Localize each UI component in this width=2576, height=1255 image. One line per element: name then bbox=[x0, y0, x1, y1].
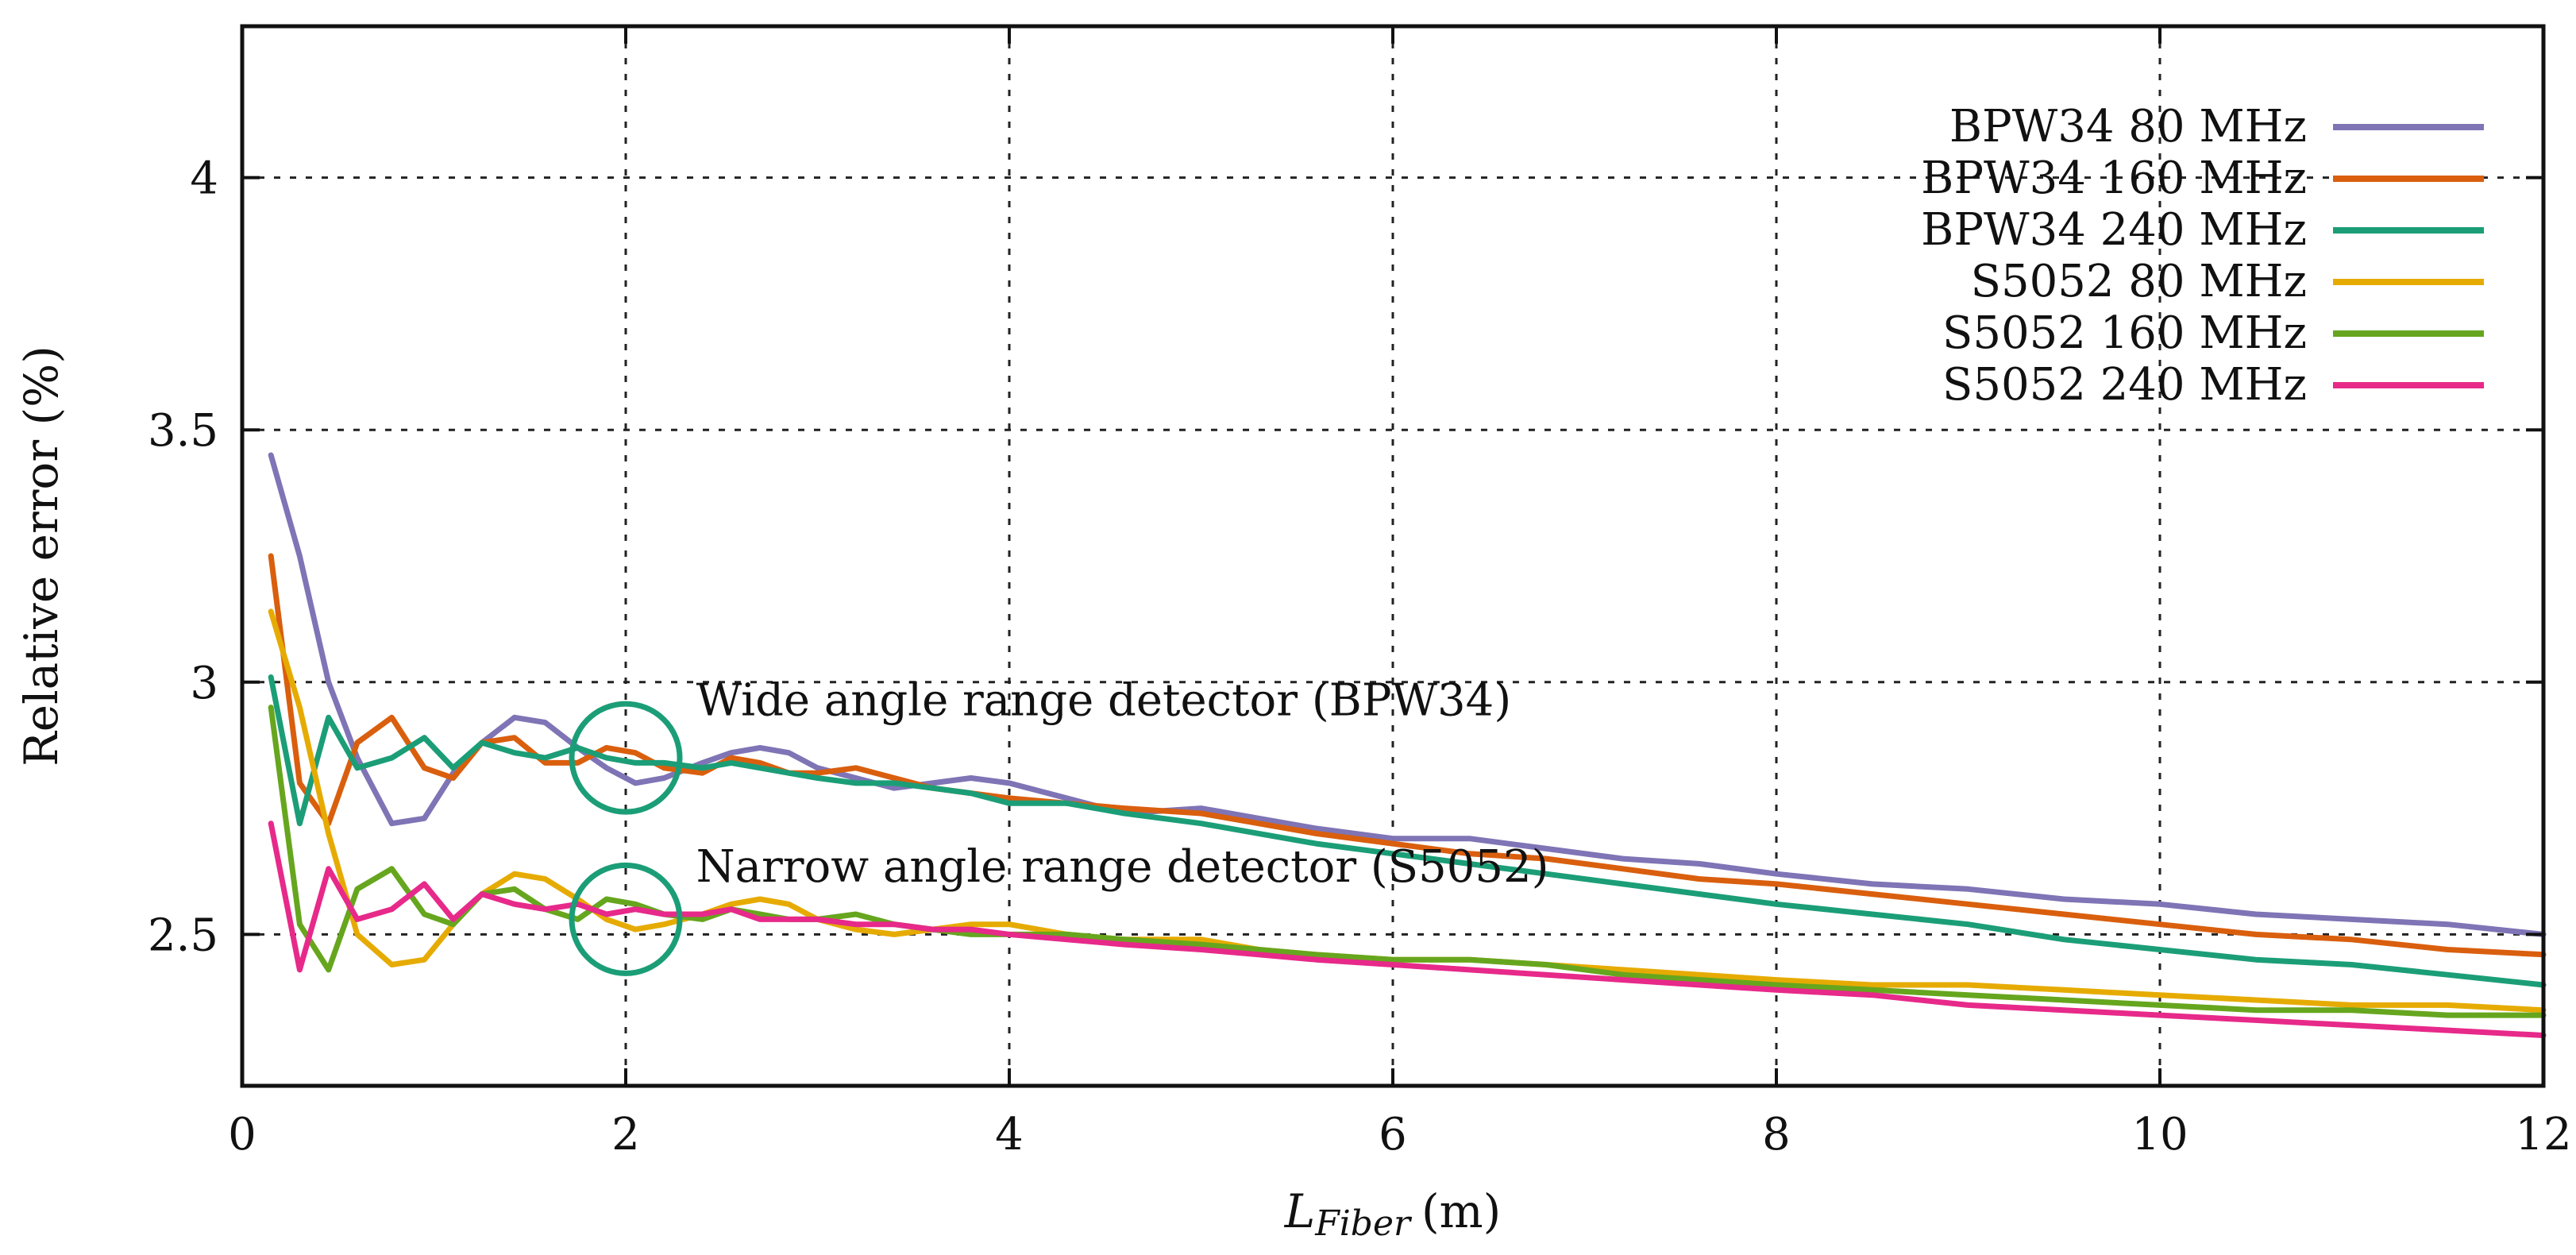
annotation-circle-1 bbox=[569, 701, 683, 815]
series-line-6 bbox=[268, 821, 2547, 1038]
legend-label-1: BPW34 80 MHz bbox=[1949, 101, 2307, 153]
x-axis-title: LFiber (m) bbox=[1284, 1184, 1502, 1244]
x-tick-label: 12 bbox=[2515, 1109, 2571, 1160]
annotation-label-1: Wide angle range detector (BPW34) bbox=[696, 675, 1512, 727]
grid bbox=[242, 26, 2543, 1086]
x-tick-label: 8 bbox=[1762, 1109, 1791, 1160]
y-axis-title: Relative error (%) bbox=[14, 346, 68, 767]
x-axis-title-subscript: Fiber bbox=[1314, 1203, 1413, 1244]
legend-label-2: BPW34 160 MHz bbox=[1921, 153, 2307, 204]
x-tick-label: 6 bbox=[1379, 1109, 1407, 1160]
series-group bbox=[268, 452, 2547, 1038]
legend-label-3: BPW34 240 MHz bbox=[1921, 204, 2307, 256]
y-tick-label: 2.5 bbox=[148, 909, 218, 961]
x-axis-title-unit: (m) bbox=[1421, 1184, 1501, 1238]
y-tick-label: 3.5 bbox=[148, 405, 218, 457]
series-line-3 bbox=[268, 674, 2547, 988]
legend-label-6: S5052 240 MHz bbox=[1942, 359, 2307, 411]
x-axis-title-main: L bbox=[1284, 1184, 1316, 1238]
annotation-label-2: Narrow angle range detector (S5052) bbox=[696, 841, 1549, 893]
annotations: Wide angle range detector (BPW34) Narrow … bbox=[569, 675, 1549, 976]
y-tick-label: 3 bbox=[190, 658, 218, 709]
axis-ticks: 0 2 4 6 8 10 12 2.5 3 3.5 4 bbox=[148, 26, 2572, 1160]
x-tick-label: 4 bbox=[995, 1109, 1024, 1160]
legend-label-4: S5052 80 MHz bbox=[1971, 256, 2307, 307]
x-tick-label: 2 bbox=[611, 1109, 640, 1160]
x-tick-label: 0 bbox=[228, 1109, 256, 1160]
legend-label-5: S5052 160 MHz bbox=[1942, 307, 2307, 359]
x-tick-label: 10 bbox=[2131, 1109, 2188, 1160]
annotation-circle-2 bbox=[569, 862, 683, 976]
y-tick-label: 4 bbox=[190, 153, 218, 205]
